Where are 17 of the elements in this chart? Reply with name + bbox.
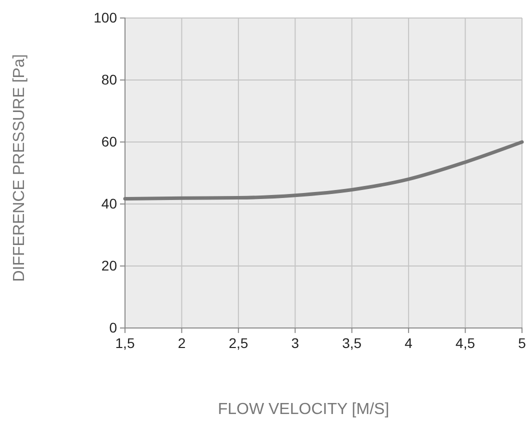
x-tick-label: 4	[404, 334, 413, 351]
x-tick-label: 4,5	[456, 334, 476, 351]
y-tick-label: 20	[101, 257, 118, 274]
y-tick-label: 40	[101, 195, 118, 212]
x-tick-label: 2,5	[228, 334, 248, 351]
x-tick-label: 1,5	[115, 334, 135, 351]
y-tick-label: 80	[101, 71, 118, 88]
x-tick-label: 3,5	[342, 334, 362, 351]
y-tick-label: 0	[109, 319, 118, 336]
y-tick-label: 60	[101, 133, 118, 150]
line-series	[123, 140, 524, 200]
x-axis-title: FLOW VELOCITY [M/S]	[218, 401, 390, 418]
x-tick-label: 5	[518, 334, 526, 351]
y-tick-label: 100	[94, 9, 118, 26]
x-tick-label: 3	[291, 334, 300, 351]
x-tick-label: 2	[178, 334, 186, 351]
y-axis-title: DIFFERENCE PRESSURE [Pa]	[11, 54, 28, 282]
